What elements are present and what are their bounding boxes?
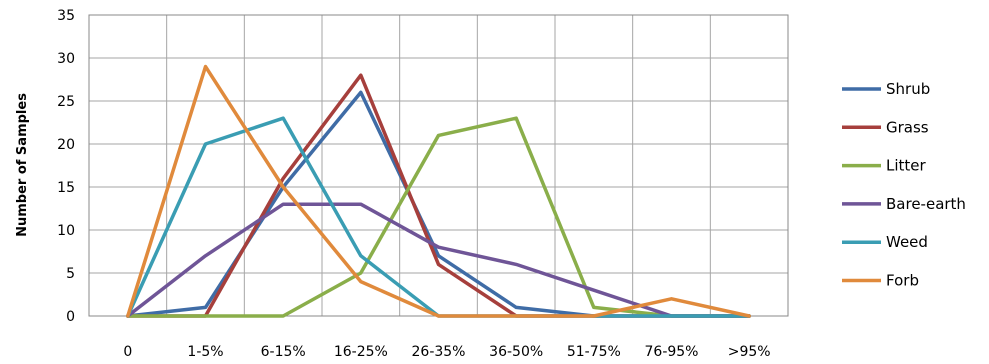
y-tick-label: 25 xyxy=(57,94,75,110)
x-tick-label: 0 xyxy=(123,344,132,360)
y-tick-label: 5 xyxy=(66,266,75,282)
y-tick-label: 20 xyxy=(57,137,75,153)
series-line-forb xyxy=(126,64,751,318)
plot-area xyxy=(88,14,789,317)
x-tick-label: 76-95% xyxy=(645,344,699,360)
y-tick-label: 0 xyxy=(66,309,75,325)
legend-label: Shrub xyxy=(886,80,930,98)
x-tick-label: 36-50% xyxy=(489,344,543,360)
legend-label: Grass xyxy=(886,118,929,136)
x-tick-label: 26-35% xyxy=(412,344,466,360)
gridlines xyxy=(88,14,789,317)
y-axis-label: Number of Samples xyxy=(15,93,30,237)
legend-label: Bare-earth xyxy=(886,195,966,213)
legend-label: Forb xyxy=(886,272,919,290)
y-tick-label: 30 xyxy=(57,51,75,67)
legend-label: Litter xyxy=(886,157,927,175)
series-line-grass xyxy=(126,73,751,318)
x-axis: 0 1-5% 6-15% 16-25% 26-35% 36-50% 51-75% 76-95%… xyxy=(123,344,770,360)
y-tick-label: 15 xyxy=(57,180,75,196)
series-lines xyxy=(126,64,751,318)
y-tick-label: 35 xyxy=(57,8,75,24)
x-tick-label: 16-25% xyxy=(334,344,388,360)
x-tick-label: 51-75% xyxy=(567,344,621,360)
x-tick-label: >95% xyxy=(728,344,771,360)
y-tick-label: 10 xyxy=(57,223,75,239)
x-tick-label: 6-15% xyxy=(261,344,306,360)
y-axis: 0 5 10 15 20 25 30 35 xyxy=(57,8,75,325)
legend-label: Weed xyxy=(886,233,928,251)
series-line-bare-earth xyxy=(126,202,751,318)
series-line-shrub xyxy=(126,90,751,318)
plot-frame xyxy=(88,14,789,317)
legend: Shrub Grass Litter Bare-earth Weed Forb xyxy=(842,80,966,290)
series-line-litter xyxy=(126,116,751,318)
x-tick-label: 1-5% xyxy=(187,344,223,360)
